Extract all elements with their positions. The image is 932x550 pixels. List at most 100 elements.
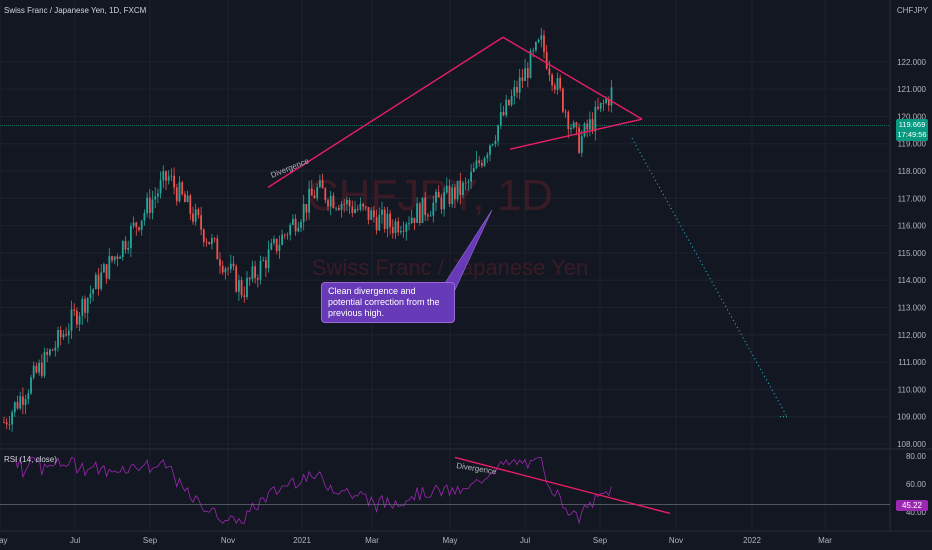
candle <box>165 170 167 190</box>
candle <box>16 395 19 410</box>
candle <box>286 232 289 240</box>
candle <box>524 58 526 82</box>
candle <box>186 190 189 203</box>
candle-body <box>319 180 321 187</box>
candle <box>103 262 105 273</box>
candle-body <box>38 362 40 373</box>
candle <box>435 188 437 212</box>
candle <box>86 297 89 323</box>
candle <box>24 394 27 415</box>
candle-body <box>362 203 364 207</box>
candle <box>211 233 213 250</box>
candle-body <box>459 180 462 195</box>
candle-body <box>246 277 248 297</box>
candle-body <box>289 224 292 235</box>
candle-body <box>5 422 8 425</box>
candle <box>13 401 16 417</box>
candle-body <box>70 309 73 331</box>
candle <box>238 274 240 301</box>
candle <box>337 204 340 211</box>
candle <box>84 295 86 319</box>
candle-body <box>375 217 378 231</box>
candle <box>8 416 11 431</box>
annotation-callout[interactable]: Clean divergence and potential correctio… <box>321 282 455 323</box>
candle-body <box>464 182 467 184</box>
candle <box>602 99 605 112</box>
candle-body <box>491 144 494 146</box>
candle-body <box>130 225 132 248</box>
candle <box>67 323 70 344</box>
time-tick-label: May <box>0 536 8 545</box>
candle-body <box>508 99 510 106</box>
trendline <box>502 36 643 120</box>
rsi-tick-label: 40.00 <box>906 508 927 517</box>
candle-body <box>251 266 254 280</box>
candle-body <box>356 209 359 210</box>
candle-body <box>238 280 240 292</box>
candle <box>589 111 591 137</box>
candle-body <box>329 195 332 207</box>
candle <box>213 237 216 243</box>
candle <box>340 200 343 218</box>
candle <box>467 178 470 191</box>
candle-body <box>200 215 202 230</box>
candle <box>251 260 254 283</box>
candle-body <box>73 309 76 311</box>
candle <box>370 207 373 221</box>
candle <box>486 152 489 163</box>
price-axis[interactable]: 122.000 121.000 120.000 119.000 118.000 117.0… <box>897 58 926 517</box>
candle <box>262 256 265 262</box>
candle-body <box>467 181 470 183</box>
candle-body <box>308 188 310 213</box>
candle-body <box>475 160 478 169</box>
candle-body <box>300 221 302 228</box>
candle-body <box>30 377 32 394</box>
candle-body <box>13 402 16 413</box>
candle-body <box>454 187 456 200</box>
price-tick-label: 120.000 <box>897 112 926 121</box>
price-tick-label: 111.000 <box>898 358 926 367</box>
candle <box>200 206 202 236</box>
candle-body <box>192 213 194 222</box>
candle-body <box>167 176 170 181</box>
candle-body <box>59 330 62 338</box>
candle <box>572 120 575 130</box>
candle <box>132 216 135 229</box>
candle <box>178 176 181 203</box>
candle-body <box>397 221 400 233</box>
candle-body <box>105 264 108 279</box>
candle-body <box>292 218 294 225</box>
candle-body <box>540 35 543 40</box>
candle <box>516 80 518 99</box>
time-axis[interactable]: May Jul Sep Nov 2021 Mar May Jul Sep Nov 2022 Mar <box>0 536 832 545</box>
candle <box>35 362 38 374</box>
candle-body <box>213 238 216 240</box>
price-tick-label: 117.000 <box>898 194 927 203</box>
price-tick-label: 121.000 <box>897 85 926 94</box>
candle-body <box>67 330 70 336</box>
candle <box>224 266 227 280</box>
price-tick-label: 122.000 <box>897 58 926 67</box>
candle-body <box>162 171 165 181</box>
candle-body <box>175 187 178 202</box>
candle <box>543 30 545 59</box>
candle <box>389 209 391 235</box>
price-tick-label: 109.000 <box>897 413 926 422</box>
candle <box>478 156 481 167</box>
candle-body <box>51 349 54 351</box>
candle <box>327 197 329 211</box>
candle <box>321 173 324 189</box>
candle <box>397 217 400 236</box>
candle-body <box>389 213 391 227</box>
candle <box>472 162 475 173</box>
candle <box>54 340 57 357</box>
candle <box>413 217 416 231</box>
candle <box>40 353 43 379</box>
candle <box>418 201 421 226</box>
price-tick-label: 112.000 <box>898 331 927 340</box>
candle <box>343 198 346 213</box>
candle <box>556 72 559 95</box>
